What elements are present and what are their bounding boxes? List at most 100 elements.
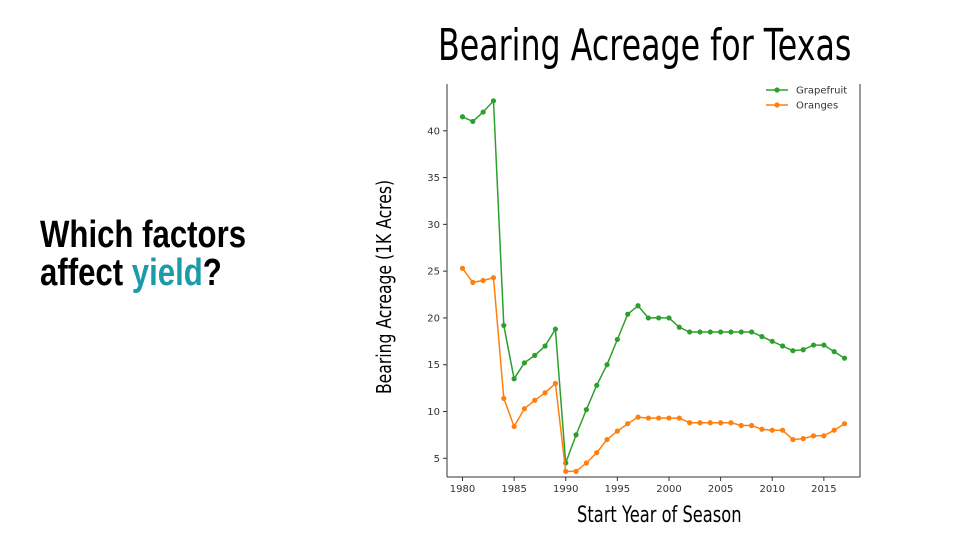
y-tick-label: 10 [427,407,440,418]
grapefruit-data-point [501,322,507,329]
grapefruit-data-point [604,362,610,368]
oranges-data-point [532,397,538,403]
oranges-data-point [511,423,517,430]
chart-title: Bearing Acreage for Texas [438,20,852,71]
oranges-data-point [790,436,796,443]
grapefruit-data-point [718,329,724,335]
oranges-data-point [594,450,600,456]
oranges-data-point [552,380,559,387]
grapefruit-data-point [707,329,713,335]
grapefruit-data-point [480,109,486,115]
grapefruit-data-point [594,382,600,388]
grapefruit-data-point [676,324,682,330]
x-tick-label: 1990 [553,484,578,495]
y-tick-label: 35 [427,173,440,184]
oranges-data-point [687,420,693,426]
oranges-data-point [841,421,848,427]
grapefruit-data-point [821,342,827,348]
grapefruit-data-point [728,329,734,335]
grapefruit-data-point [769,338,775,344]
grapefruit-data-point [790,348,796,354]
heading-line-1: Which factors [40,214,247,256]
oranges-data-point [759,426,765,432]
grapefruit-data-point [521,360,528,366]
oranges-data-point [748,422,755,429]
grapefruit-data-point [511,376,517,382]
oranges-data-point [521,406,528,412]
grapefruit-data-point [779,343,786,349]
heading-line-2: affect yield? [40,254,246,292]
oranges-data-point [490,275,497,281]
x-tick-label: 2000 [656,484,681,495]
x-axis-label: Start Year of Season [577,503,742,528]
oranges-data-point [728,420,734,426]
grapefruit-data-point [583,407,589,413]
legend-oranges-label: Oranges [796,101,838,112]
grapefruit-data-point [800,347,806,353]
grapefruit-data-point [635,303,641,309]
oranges-data-point [697,420,703,426]
legend-oranges-marker [774,102,780,108]
oranges-data-point [831,427,837,433]
oranges-data-point [583,460,589,466]
y-tick-label: 5 [434,454,440,465]
grapefruit-data-point [810,342,817,348]
grapefruit-data-point [573,432,579,438]
grapefruit-data-point [645,315,651,321]
oranges-data-point [738,422,744,429]
legend-grapefruit-label: Grapefruit [796,86,847,97]
oranges-data-point [480,277,486,284]
oranges-data-point [625,421,631,427]
oranges-data-point [707,420,713,426]
heading-accent-word: yield [131,252,203,294]
heading-line-2-prefix: affect [40,252,132,294]
oranges-data-point [769,427,775,433]
oranges-data-point [542,390,548,396]
grapefruit-data-point [759,334,765,340]
grapefruit-data-point [552,326,559,332]
x-tick-label: 2015 [811,484,836,495]
grapefruit-data-point [490,98,497,104]
y-tick-label: 15 [427,360,440,371]
y-tick-label: 25 [427,267,440,278]
grapefruit-data-point [748,329,755,335]
grapefruit-data-point [841,355,848,361]
oranges-data-point [470,279,476,285]
oranges-data-point [614,428,620,434]
oranges-data-point [800,436,806,442]
oranges-data-point [635,414,641,420]
x-tick-label: 1985 [501,484,526,495]
grapefruit-data-point [656,315,662,321]
grapefruit-data-point [459,114,466,120]
y-tick-label: 20 [427,313,440,324]
oranges-data-point [656,415,662,421]
x-tick-label: 2005 [708,484,733,495]
grapefruit-data-point [666,315,672,321]
grapefruit-data-point [697,329,703,335]
oranges-data-point [810,433,817,439]
legend-grapefruit-marker [774,87,780,93]
oranges-data-point [676,415,682,421]
oranges-data-point [645,415,651,421]
grapefruit-data-point [738,329,744,335]
heading-line-2-suffix: ? [202,252,222,294]
oranges-data-point [501,395,507,401]
x-tick-label: 1995 [605,484,630,495]
oranges-data-point [779,427,786,433]
grapefruit-series-line [462,98,845,464]
grapefruit-data-point [532,352,538,358]
x-tick-label: 1980 [450,484,475,495]
oranges-data-point [666,415,672,421]
slide-heading: Which factors affect yield? [40,216,246,292]
oranges-data-point [563,468,569,474]
grapefruit-data-point [614,336,620,343]
oranges-data-point [459,265,466,271]
oranges-data-point [821,433,827,439]
oranges-data-point [604,436,610,443]
oranges-data-point [718,420,724,426]
grapefruit-data-point [831,349,837,355]
grapefruit-data-point [470,118,476,125]
x-tick-label: 2010 [760,484,785,495]
grapefruit-data-point [625,311,631,317]
